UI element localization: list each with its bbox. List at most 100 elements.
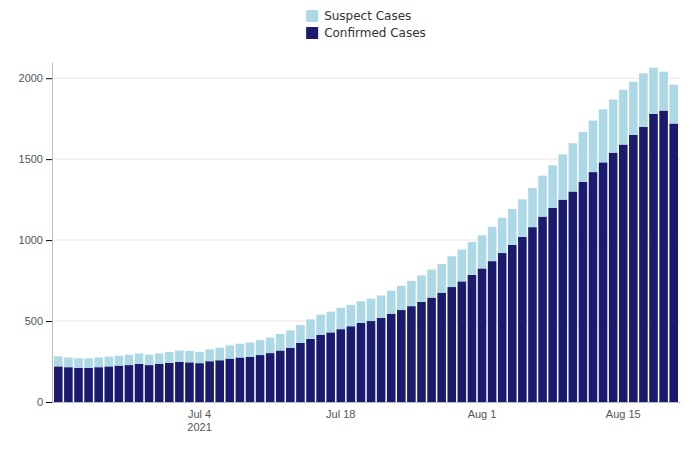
bar (215, 348, 224, 360)
legend: Suspect Cases Confirmed Cases (306, 9, 426, 40)
bar (266, 338, 275, 354)
bar (165, 363, 174, 402)
y-axis-line (52, 63, 53, 403)
y-tick: 2000 (19, 72, 52, 84)
bar (629, 135, 638, 402)
bar (649, 68, 658, 114)
bar (236, 344, 245, 358)
bars (54, 68, 678, 402)
bar (427, 298, 436, 402)
bar (326, 332, 335, 402)
x-tick: Jul 18 (326, 402, 355, 420)
bar (276, 351, 285, 402)
x-axis-line (53, 402, 681, 403)
x-tick: Jul 42021 (187, 402, 211, 433)
bar (629, 82, 638, 135)
bar (165, 352, 174, 363)
x-tick-label-line: Aug 1 (468, 408, 497, 420)
bar (336, 329, 345, 402)
bar (377, 318, 386, 402)
legend-label: Confirmed Cases (324, 26, 426, 40)
x-tick-label: Jul 18 (326, 408, 355, 420)
y-tick-line (46, 321, 52, 322)
y-tick: 0 (37, 396, 52, 408)
y-tick-label: 1000 (19, 234, 43, 246)
bar (599, 109, 608, 162)
bar (286, 330, 295, 347)
legend-label: Suspect Cases (324, 9, 411, 23)
x-tick-label-line: 2021 (187, 421, 211, 433)
bar (84, 358, 93, 368)
bar (185, 362, 194, 402)
y-tick-line (46, 78, 52, 79)
bar (135, 353, 144, 364)
bar (407, 281, 416, 306)
bar (609, 100, 618, 153)
bar (135, 364, 144, 402)
bar (498, 253, 507, 402)
bar (175, 362, 184, 402)
bar (104, 357, 113, 367)
bar (195, 363, 204, 402)
bar (336, 308, 345, 329)
bar (84, 368, 93, 402)
bar (437, 293, 446, 402)
bar (357, 323, 366, 402)
bar (619, 90, 628, 145)
bar (548, 165, 557, 207)
bar (437, 264, 446, 293)
bar (478, 235, 487, 268)
bar (266, 353, 275, 402)
bar (478, 268, 487, 402)
y-tick-label: 0 (37, 396, 43, 408)
bar (387, 314, 396, 402)
bar (508, 209, 517, 245)
bar (226, 359, 235, 402)
bar (518, 237, 527, 402)
bar (447, 256, 456, 287)
legend-swatch (306, 27, 318, 39)
series (54, 111, 678, 402)
bar (296, 325, 305, 343)
bar (94, 357, 103, 367)
bar (417, 302, 426, 402)
x-tick-label: Aug 15 (606, 408, 641, 420)
bar (367, 299, 376, 321)
bar (347, 305, 356, 326)
chart: Jul 42021 Jul 18 Aug 1 Aug 15 0 500 1000 1500 20… (0, 0, 700, 450)
y-tick-label: 1500 (19, 153, 43, 165)
bar (458, 249, 467, 281)
bar (589, 121, 598, 172)
bar (528, 188, 537, 227)
y-tick-line (46, 159, 52, 160)
y-tick: 1500 (19, 153, 52, 165)
bar (205, 349, 214, 361)
bar (397, 286, 406, 310)
bar (538, 176, 547, 217)
bar (54, 366, 63, 402)
y-tick-line (46, 240, 52, 241)
bar (488, 227, 497, 261)
legend-item: Confirmed Cases (306, 26, 426, 40)
bar (306, 319, 315, 338)
bar (619, 145, 628, 402)
x-tick-label: Aug 1 (468, 408, 497, 420)
bar (468, 242, 477, 275)
bar (538, 217, 547, 402)
bar (246, 342, 255, 357)
bar (518, 199, 527, 237)
y-tick: 500 (25, 315, 52, 327)
x-axis: Jul 42021 Jul 18 Aug 1 Aug 15 (53, 402, 681, 433)
bar (417, 275, 426, 302)
x-tick-label: Jul 42021 (187, 408, 211, 433)
bar (357, 301, 366, 323)
bar (316, 335, 325, 402)
bar (155, 353, 164, 364)
bar (236, 357, 245, 402)
bar (195, 352, 204, 363)
bar (548, 208, 557, 402)
bar (407, 306, 416, 402)
bar (54, 356, 63, 366)
y-tick: 1000 (19, 234, 52, 246)
bar (145, 355, 154, 365)
